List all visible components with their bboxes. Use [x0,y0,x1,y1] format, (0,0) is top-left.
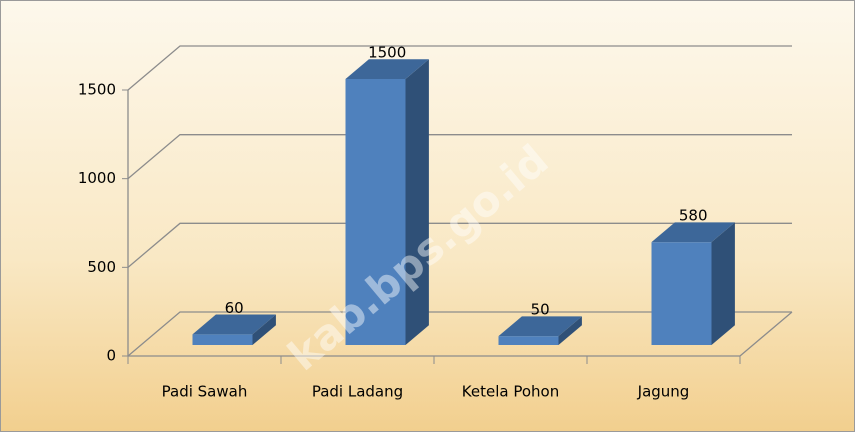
plot: 0 500 1000 1500 Padi Sawah 60 Padi Ladang 1500 K… [78,44,793,401]
grid-line [127,222,792,268]
bar [192,334,253,345]
x-tick-label: Jagung [637,383,690,401]
bar-side [252,314,276,345]
data-label: 1500 [368,44,406,62]
bar-top [345,59,429,79]
bar-side [405,59,429,345]
y-tick-label: 500 [87,258,116,276]
bar-side [558,316,582,345]
grid-line [127,134,792,180]
bar [651,242,712,345]
y-tick-label: 0 [106,347,116,365]
bar-top [651,222,735,243]
x-tick-label: Padi Ladang [312,383,403,401]
y-tick-label: 1500 [78,81,116,99]
bar [345,79,406,345]
bar-top [192,314,276,335]
bar [498,336,559,345]
grid-line [127,45,792,91]
grid-line [127,311,792,357]
data-label: 50 [531,301,550,319]
y-tick-label: 1000 [78,169,116,187]
bar-side [711,222,735,345]
bar-top [498,316,582,337]
x-tick-label: Padi Sawah [162,383,248,401]
x-tick-label: Ketela Pohon [462,383,559,401]
data-label: 580 [679,207,708,225]
data-label: 60 [225,299,244,317]
